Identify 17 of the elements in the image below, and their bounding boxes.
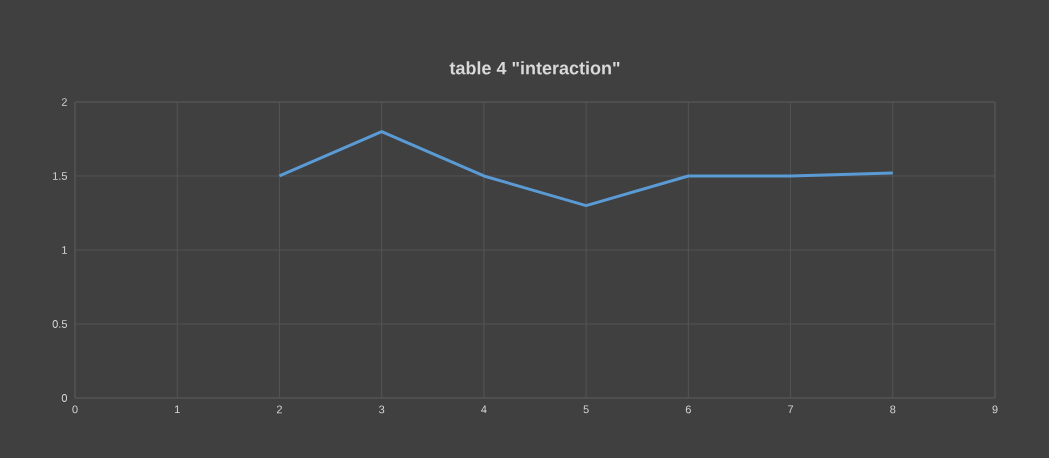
x-tick-label: 9 [992, 405, 998, 414]
x-tick-label: 0 [72, 405, 78, 414]
x-tick-label: 6 [685, 405, 691, 414]
chart-title: table 4 "interaction" [449, 61, 620, 75]
x-tick-label: 4 [481, 405, 487, 414]
y-tick-label: 0 [61, 394, 68, 402]
x-tick-label: 3 [379, 405, 385, 414]
x-tick-label: 7 [788, 405, 794, 414]
y-tick-label: 2 [61, 98, 67, 106]
line-series [277, 130, 895, 208]
x-tick-label: 5 [583, 405, 589, 414]
y-tick-label: 1 [62, 246, 67, 254]
y-tick-label: 0.5 [52, 320, 67, 328]
x-tick-label: 1 [175, 405, 180, 414]
y-tick-label: 1.5 [53, 172, 67, 180]
x-tick-label: 8 [890, 405, 896, 414]
x-tick-label: 2 [276, 405, 282, 414]
